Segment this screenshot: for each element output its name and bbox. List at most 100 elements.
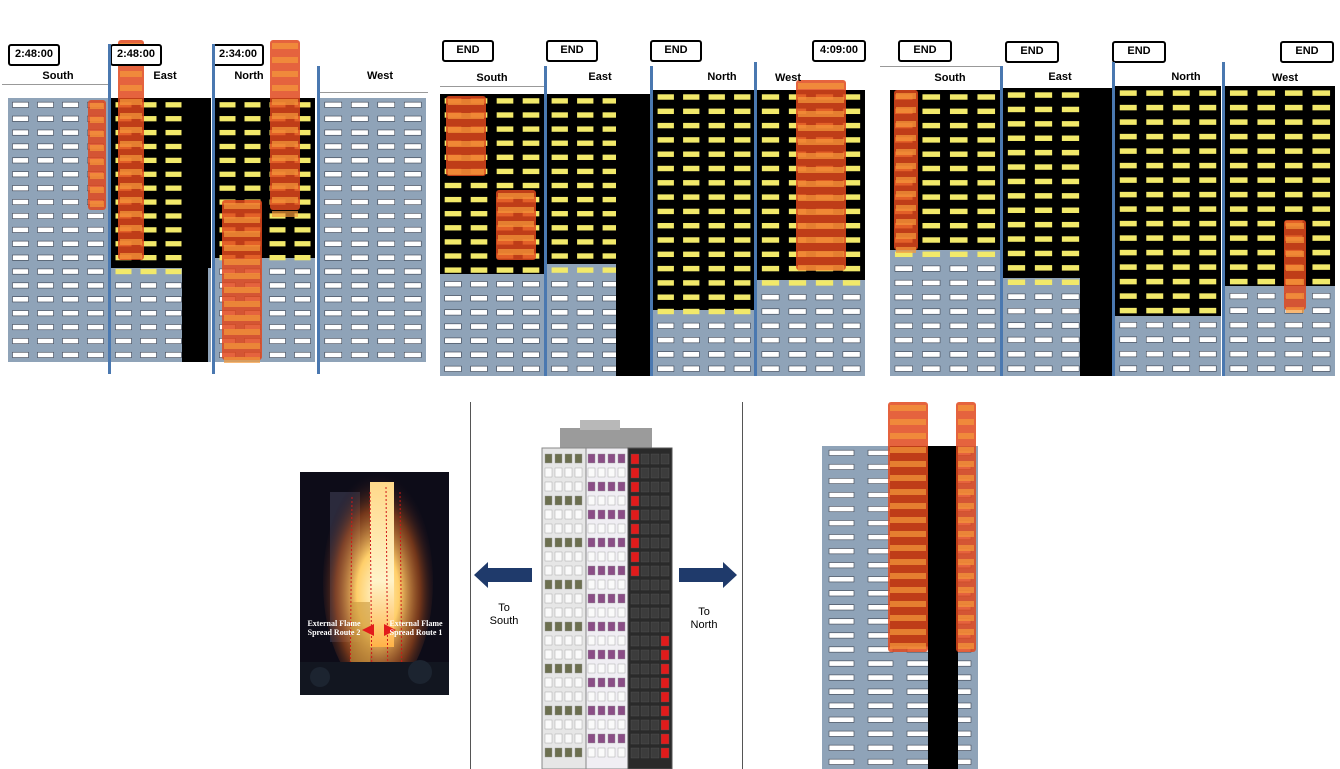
window — [761, 151, 780, 157]
window — [403, 143, 422, 150]
window — [350, 338, 369, 344]
model-window — [630, 607, 640, 619]
window — [444, 225, 462, 231]
window — [1172, 278, 1190, 285]
window — [294, 338, 311, 344]
window — [1199, 249, 1217, 256]
window — [37, 199, 54, 206]
model-window — [564, 481, 573, 492]
flame-highlight — [896, 121, 916, 127]
panel2-time-east: END — [546, 40, 598, 62]
model-window — [554, 537, 563, 548]
window — [37, 282, 54, 289]
window — [657, 265, 674, 272]
window — [403, 171, 422, 178]
window — [87, 268, 104, 275]
panel3-building — [890, 86, 1335, 376]
flame-highlight — [120, 197, 142, 203]
window — [444, 196, 462, 203]
window — [350, 282, 369, 289]
model-window — [544, 537, 553, 548]
window — [1284, 104, 1303, 111]
model-window — [544, 607, 553, 618]
window — [269, 255, 286, 261]
panel2-time-north: END — [650, 40, 702, 62]
window — [1007, 293, 1026, 300]
model-window — [617, 453, 626, 464]
window — [12, 213, 29, 219]
window — [115, 296, 132, 303]
window — [1146, 278, 1164, 285]
model-window — [650, 509, 660, 521]
model-window — [640, 607, 650, 619]
window — [1119, 365, 1138, 372]
window — [602, 211, 619, 217]
window — [788, 365, 807, 372]
window — [12, 324, 29, 331]
window — [733, 322, 751, 329]
window — [1284, 162, 1303, 169]
flame-highlight — [90, 145, 104, 151]
flame-highlight — [120, 225, 142, 231]
flame-highlight — [958, 419, 974, 425]
window — [1172, 264, 1190, 270]
window — [377, 268, 396, 275]
model-window — [640, 747, 650, 759]
window — [842, 194, 861, 200]
window — [403, 226, 422, 233]
window — [761, 237, 780, 243]
flame-highlight — [498, 221, 534, 227]
model-window — [587, 551, 596, 562]
window — [115, 310, 132, 317]
window — [1146, 264, 1164, 270]
window — [403, 199, 422, 206]
flame-highlight — [958, 489, 974, 495]
window — [1007, 336, 1026, 343]
model-window — [544, 733, 553, 744]
model-window — [574, 593, 583, 604]
window — [377, 254, 396, 261]
window — [522, 351, 540, 358]
window — [62, 240, 79, 247]
window — [350, 171, 369, 178]
window — [1257, 148, 1276, 154]
model-window — [587, 509, 596, 520]
model-window — [607, 733, 616, 744]
window — [1257, 104, 1276, 111]
window — [734, 280, 751, 286]
model-window — [630, 593, 640, 605]
window — [577, 140, 594, 146]
window — [12, 296, 29, 303]
model-window — [564, 663, 573, 674]
window — [522, 154, 540, 160]
window — [657, 94, 674, 100]
model-window — [630, 495, 640, 507]
window — [708, 251, 725, 258]
model-window — [650, 481, 660, 493]
window — [949, 180, 968, 186]
model-window — [587, 593, 596, 604]
window — [1312, 264, 1331, 270]
window — [551, 365, 569, 372]
flame — [118, 40, 144, 260]
window — [977, 337, 996, 344]
window — [496, 98, 514, 104]
model-window — [607, 495, 616, 506]
window — [470, 239, 488, 245]
window — [140, 324, 157, 331]
window — [165, 143, 182, 150]
window — [828, 520, 855, 527]
window — [470, 295, 488, 302]
window — [496, 168, 514, 175]
model-window — [660, 677, 670, 689]
window — [496, 295, 514, 302]
flame-highlight — [224, 315, 260, 321]
window — [815, 280, 834, 286]
roof — [560, 428, 652, 448]
model-window — [564, 621, 573, 632]
window — [1257, 293, 1276, 300]
flame — [888, 402, 928, 652]
model-window — [640, 495, 650, 507]
window — [470, 225, 488, 231]
window — [165, 116, 182, 122]
